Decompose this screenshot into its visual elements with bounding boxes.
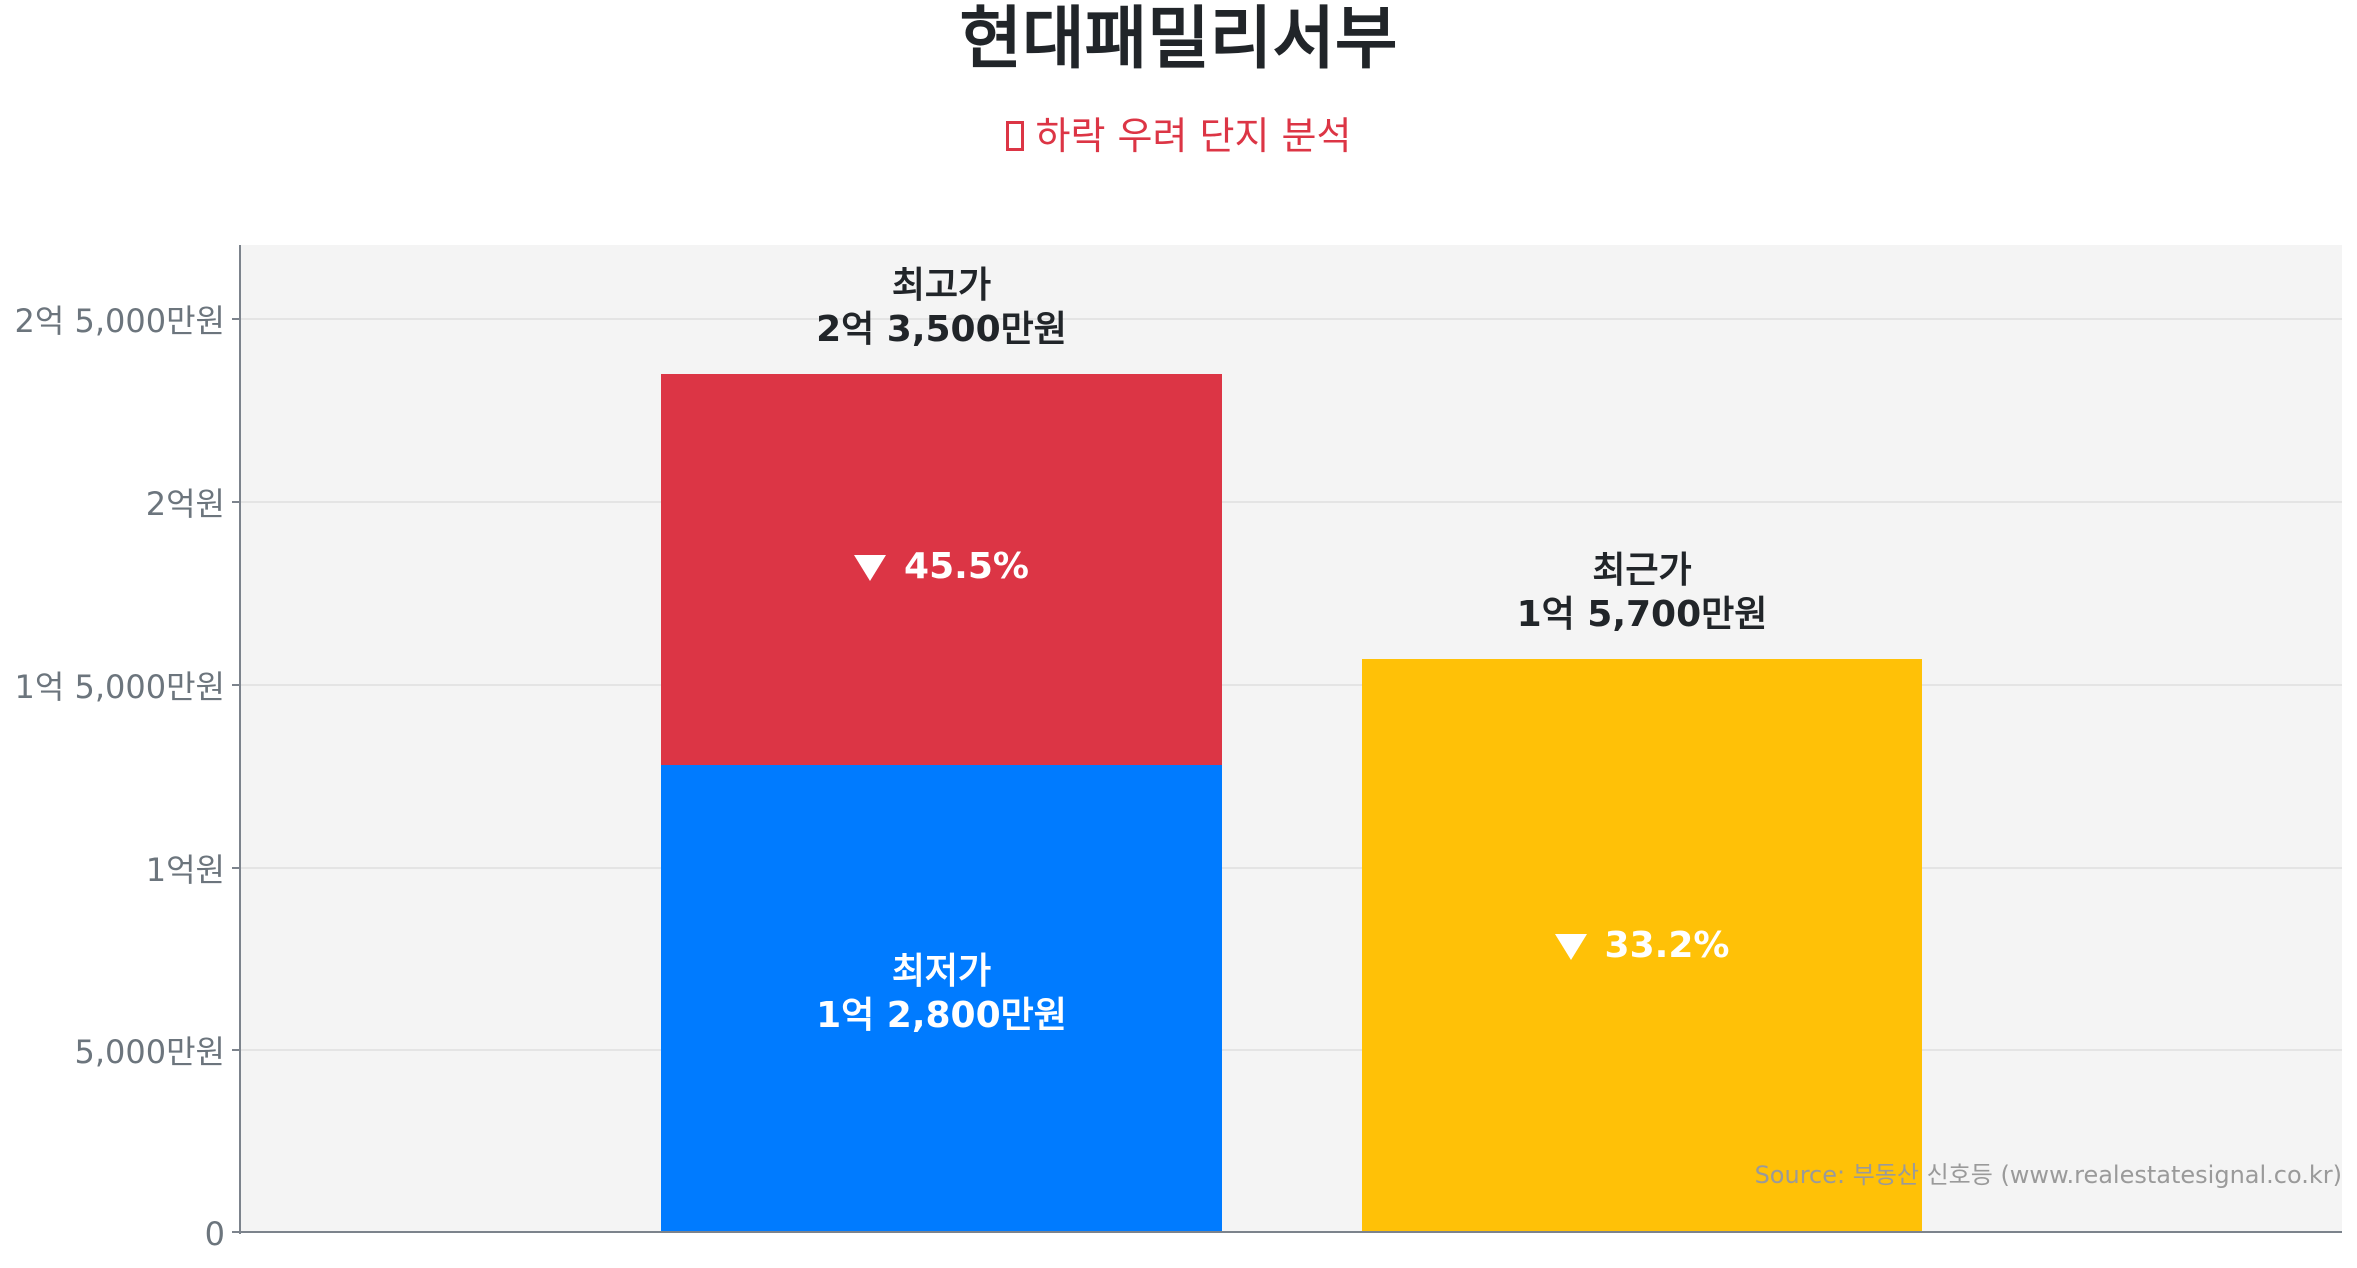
subtitle-text: 하락 우려 단지 분석 <box>1035 114 1352 158</box>
bar-peak-drop <box>661 374 1222 765</box>
ytick-label: 1억원 <box>145 851 225 889</box>
peak-drop-label: 45.5% <box>661 545 1222 589</box>
y-axis <box>239 245 241 1234</box>
chart-subtitle: 하락 우려 단지 분석 <box>0 108 2357 164</box>
plot-area <box>241 245 2342 1232</box>
lowest-label: 최저가 <box>891 951 992 992</box>
ytick <box>232 1231 240 1233</box>
bar-recent <box>1362 659 1922 1232</box>
peak-label: 최고가 <box>891 265 992 306</box>
down-triangle-icon <box>1554 934 1587 960</box>
ytick <box>232 318 240 320</box>
gridline-15000 <box>241 684 2342 686</box>
ytick <box>232 684 240 686</box>
peak-value: 2억 3,500만원 <box>816 309 1067 350</box>
recent-drop-label: 33.2% <box>1362 924 1922 968</box>
recent-value: 1억 5,700만원 <box>1516 594 1768 635</box>
gridline-10000 <box>241 867 2342 869</box>
recent-drop-pct: 33.2% <box>1604 925 1730 966</box>
source-credit: Source: 부동산 신호등 (www.realestatesignal.co… <box>1754 1161 2342 1189</box>
bar-lowest <box>661 765 1222 1232</box>
ytick-label: 2억원 <box>145 485 225 523</box>
ytick-label: 2억 5,000만원 <box>14 302 225 340</box>
recent-label: 최근가 <box>1592 550 1692 591</box>
warning-icon <box>1005 121 1024 151</box>
ytick-label: 5,000만원 <box>74 1033 226 1071</box>
recent-price-label: 최근가 1억 5,700만원 <box>1362 549 1922 637</box>
ytick <box>232 867 240 869</box>
peak-drop-pct: 45.5% <box>904 546 1029 587</box>
gridline-20000 <box>241 501 2342 503</box>
ytick <box>232 501 240 503</box>
down-triangle-icon <box>854 555 887 581</box>
peak-price-label: 최고가 2억 3,500만원 <box>661 264 1222 352</box>
x-axis <box>239 1231 2342 1233</box>
ytick-label: 1억 5,000만원 <box>14 668 225 706</box>
ytick <box>232 1049 240 1051</box>
lowest-value: 1억 2,800만원 <box>816 995 1067 1036</box>
ytick-label: 0 <box>204 1215 225 1253</box>
gridline-5000 <box>241 1049 2342 1051</box>
lowest-price-label: 최저가 1억 2,800만원 <box>661 950 1222 1038</box>
gridline-25000 <box>241 318 2342 320</box>
chart-title: 현대패밀리서부 <box>959 0 1398 79</box>
